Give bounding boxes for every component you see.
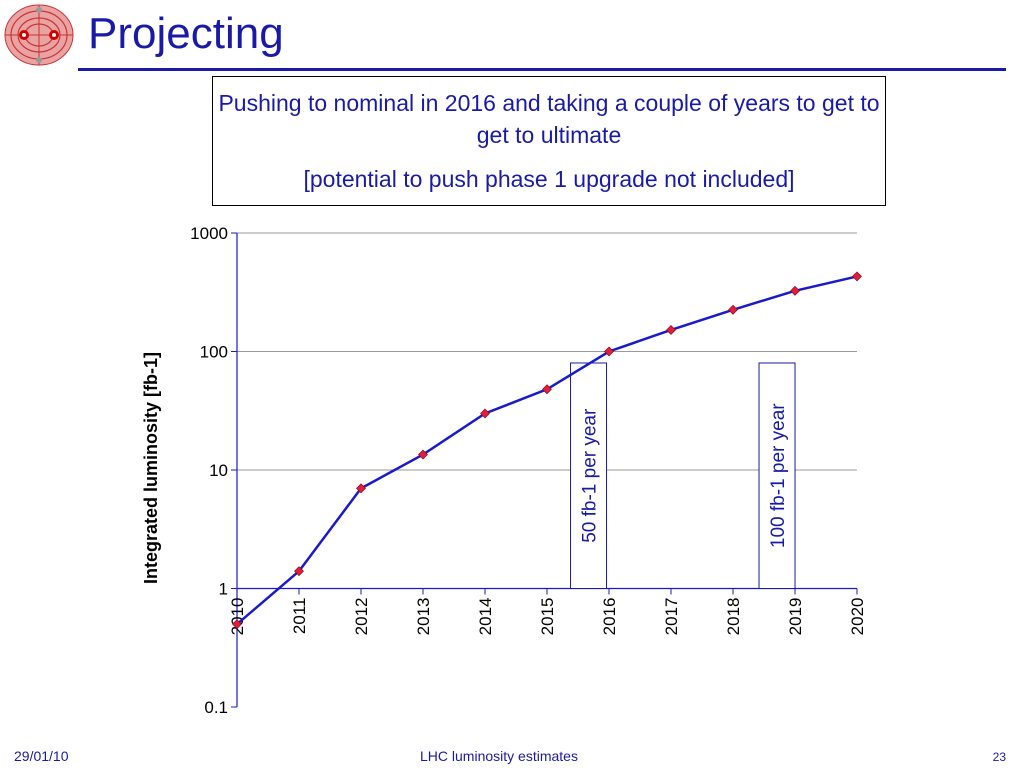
x-tick-labels: 2010 2011 2012 2013 2014 2015 2016 2017 2018 2019… xyxy=(228,598,867,636)
data-point xyxy=(418,449,428,460)
y-tick-label: 10 xyxy=(209,461,228,480)
title-divider xyxy=(78,68,1006,71)
annotation-label: 100 fb-1 per year xyxy=(768,403,789,548)
slide-title: Projecting xyxy=(88,9,284,58)
annotation-box xyxy=(570,362,608,589)
x-tick-label: 2013 xyxy=(414,598,433,636)
data-point xyxy=(790,285,800,296)
y-axis-label: Integrated luminosity [fb-1] xyxy=(141,352,161,584)
y-tick-labels: 1000 100 10 1 0.1 xyxy=(190,224,228,717)
chart-series xyxy=(232,271,862,630)
y-tick-label: 1000 xyxy=(190,224,228,243)
x-tick-label: 2012 xyxy=(352,598,371,636)
x-tick-label: 2011 xyxy=(290,598,309,635)
x-tick-label: 2010 xyxy=(228,598,247,636)
data-point xyxy=(480,408,490,419)
data-point xyxy=(542,384,552,395)
callout-note: [potential to push phase 1 upgrade not i… xyxy=(303,166,795,192)
footer-date: 29/01/10 xyxy=(14,748,69,764)
x-tick-label: 2016 xyxy=(600,598,619,636)
data-point xyxy=(232,619,242,630)
callout-text: Pushing to nominal in 2016 and taking a … xyxy=(218,90,880,148)
x-tick-label: 2018 xyxy=(724,598,743,636)
data-point xyxy=(666,325,676,335)
x-tick-label: 2020 xyxy=(848,598,867,636)
data-point xyxy=(852,271,862,282)
callout-box: Pushing to nominal in 2016 and taking a … xyxy=(212,76,886,206)
x-tick-label: 2019 xyxy=(786,598,805,636)
x-tick-label: 2015 xyxy=(538,598,557,636)
data-point xyxy=(356,483,366,494)
y-tick-label: 0.1 xyxy=(204,698,228,717)
lhc-logo xyxy=(4,4,74,66)
page-number: 23 xyxy=(992,750,1006,764)
y-tick-label: 1 xyxy=(219,580,228,599)
data-point xyxy=(604,346,614,357)
data-point xyxy=(728,304,738,315)
data-point xyxy=(294,566,304,577)
chart-annotations: 50 fb-1 per year 100 fb-1 per year xyxy=(570,362,796,589)
footer-title: LHC luminosity estimates xyxy=(420,748,578,764)
y-tick-label: 100 xyxy=(200,343,228,362)
annotation-box xyxy=(758,362,796,589)
annotation-label: 50 fb-1 per year xyxy=(580,408,601,543)
x-tick-label: 2014 xyxy=(476,598,495,636)
x-tick-label: 2017 xyxy=(662,598,681,636)
